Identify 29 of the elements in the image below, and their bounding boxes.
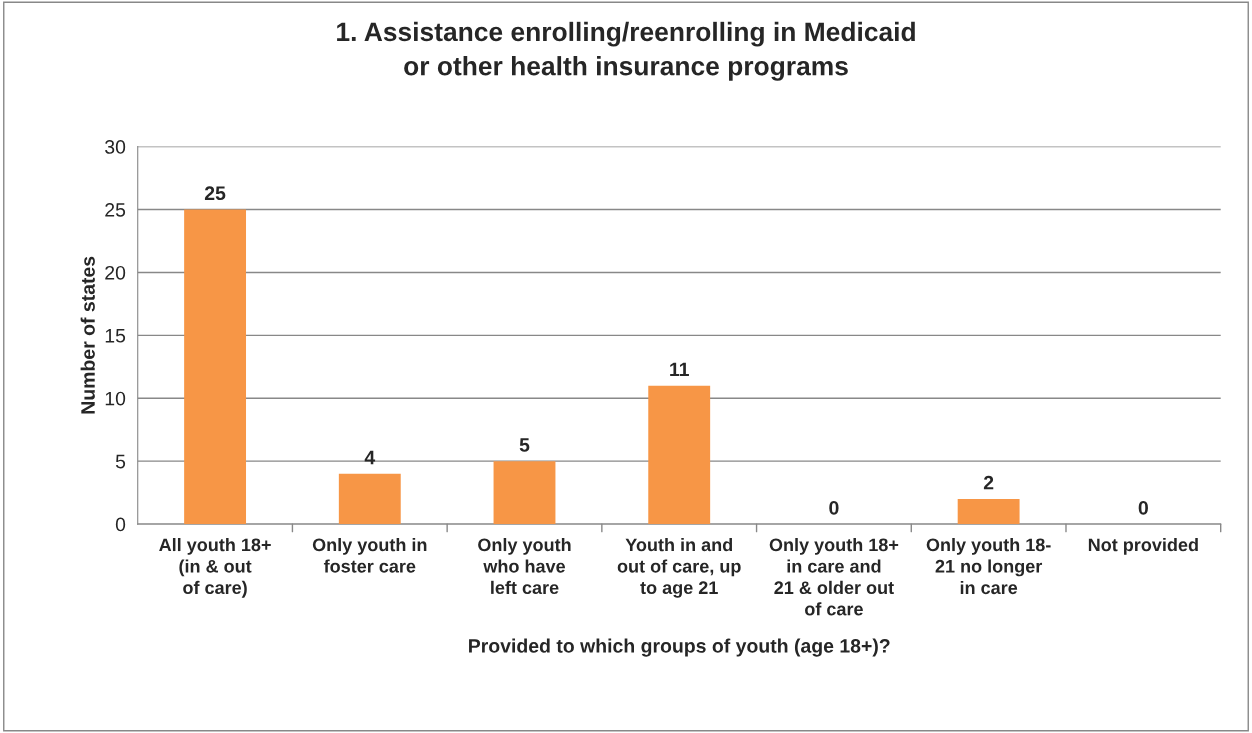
bar [648,385,711,525]
y-tick-label: 0 [115,517,126,532]
y-tick-label: 10 [105,391,126,406]
x-tick-label: All youth 18+ (in & out of care) [159,537,271,598]
x-tick-label: Only youth 18+ in care and 21 & older out of care [769,537,899,616]
data-label: 2 [983,475,994,490]
y-axis-title: Number of states [80,256,95,414]
bar [184,209,247,525]
y-tick-label: 15 [105,329,126,343]
bar [338,473,401,525]
data-label: 25 [204,186,226,201]
y-tick-label: 5 [115,454,126,469]
data-label: 0 [1138,500,1148,515]
x-tick-label: Only youth who have left care [478,537,571,595]
y-tick-label: 30 [105,140,126,154]
x-tick-label: Only youth in foster care [312,537,427,573]
data-label: 5 [519,438,530,452]
chart-title: 1. Assistance enrolling/reenrolling in Medicaid or other health insurance programs [337,21,915,81]
x-tick-label: Not provided [1088,537,1198,555]
x-tick-label: Youth in and out of care, up to age 21 [617,537,741,598]
bar [957,498,1020,525]
data-label: 4 [364,450,376,465]
x-axis-title: Provided to which groups of youth (age 18+)? [469,638,890,657]
x-tick-label: Only youth 18- 21 no longer in care [926,537,1051,595]
y-tick-label: 25 [105,202,126,217]
data-label: 0 [829,500,839,515]
bar [493,461,556,525]
data-label: 11 [670,362,689,377]
y-tick-label: 20 [105,265,126,280]
